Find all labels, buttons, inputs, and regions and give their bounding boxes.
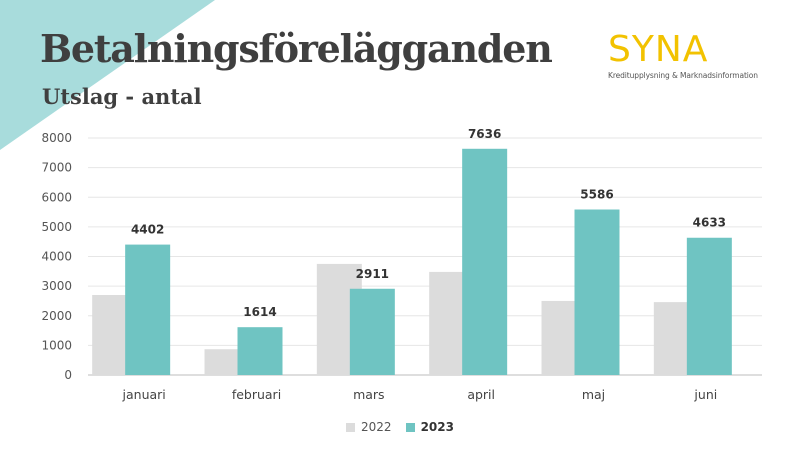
y-tick-label: 2000 [41,309,72,323]
logo-wordmark: SYNA [608,29,709,70]
legend-item-2023: 2023 [405,420,454,434]
x-tick-label: juni [693,387,717,402]
x-tick-label: maj [582,387,605,402]
x-tick-label: januari [122,387,166,402]
chart-legend: 2022 2023 [0,420,800,434]
x-tick-label: april [467,387,495,402]
y-tick-label: 3000 [41,279,72,293]
syna-logo: SYNA Kreditupplysning & Marknadsinformat… [608,29,768,81]
y-tick-label: 7000 [41,161,72,175]
y-tick-label: 0 [64,368,72,382]
bar-2023-januari [125,244,171,375]
legend-swatch-2023 [405,422,415,432]
page-title: Betalningsförelägganden [40,26,553,71]
data-label: 7636 [468,127,501,141]
legend-item-2022: 2022 [346,420,392,434]
y-tick-label: 4000 [41,250,72,264]
data-label: 2911 [356,267,389,281]
bar-2023-februari [237,327,283,375]
y-tick-label: 6000 [41,190,72,204]
bar-2023-juni [686,237,732,375]
page-subtitle: Utslag - antal [42,84,202,109]
y-tick-label: 1000 [41,338,72,352]
x-tick-label: februari [232,387,281,402]
bar-2023-april [462,148,508,375]
y-tick-label: 8000 [41,131,72,145]
logo-tagline: Kreditupplysning & Marknadsinformation [608,71,758,80]
x-tick-label: mars [353,387,385,402]
bar-2023-maj [574,209,620,375]
data-label: 1614 [243,305,276,319]
legend-label-2022: 2022 [361,420,392,434]
data-label: 4402 [131,223,164,237]
data-label: 5586 [580,188,613,202]
legend-swatch-2022 [346,422,356,432]
bar-2023-mars [349,288,395,375]
legend-label-2023: 2023 [420,420,454,434]
y-tick-label: 5000 [41,220,72,234]
data-label: 4633 [693,216,726,230]
